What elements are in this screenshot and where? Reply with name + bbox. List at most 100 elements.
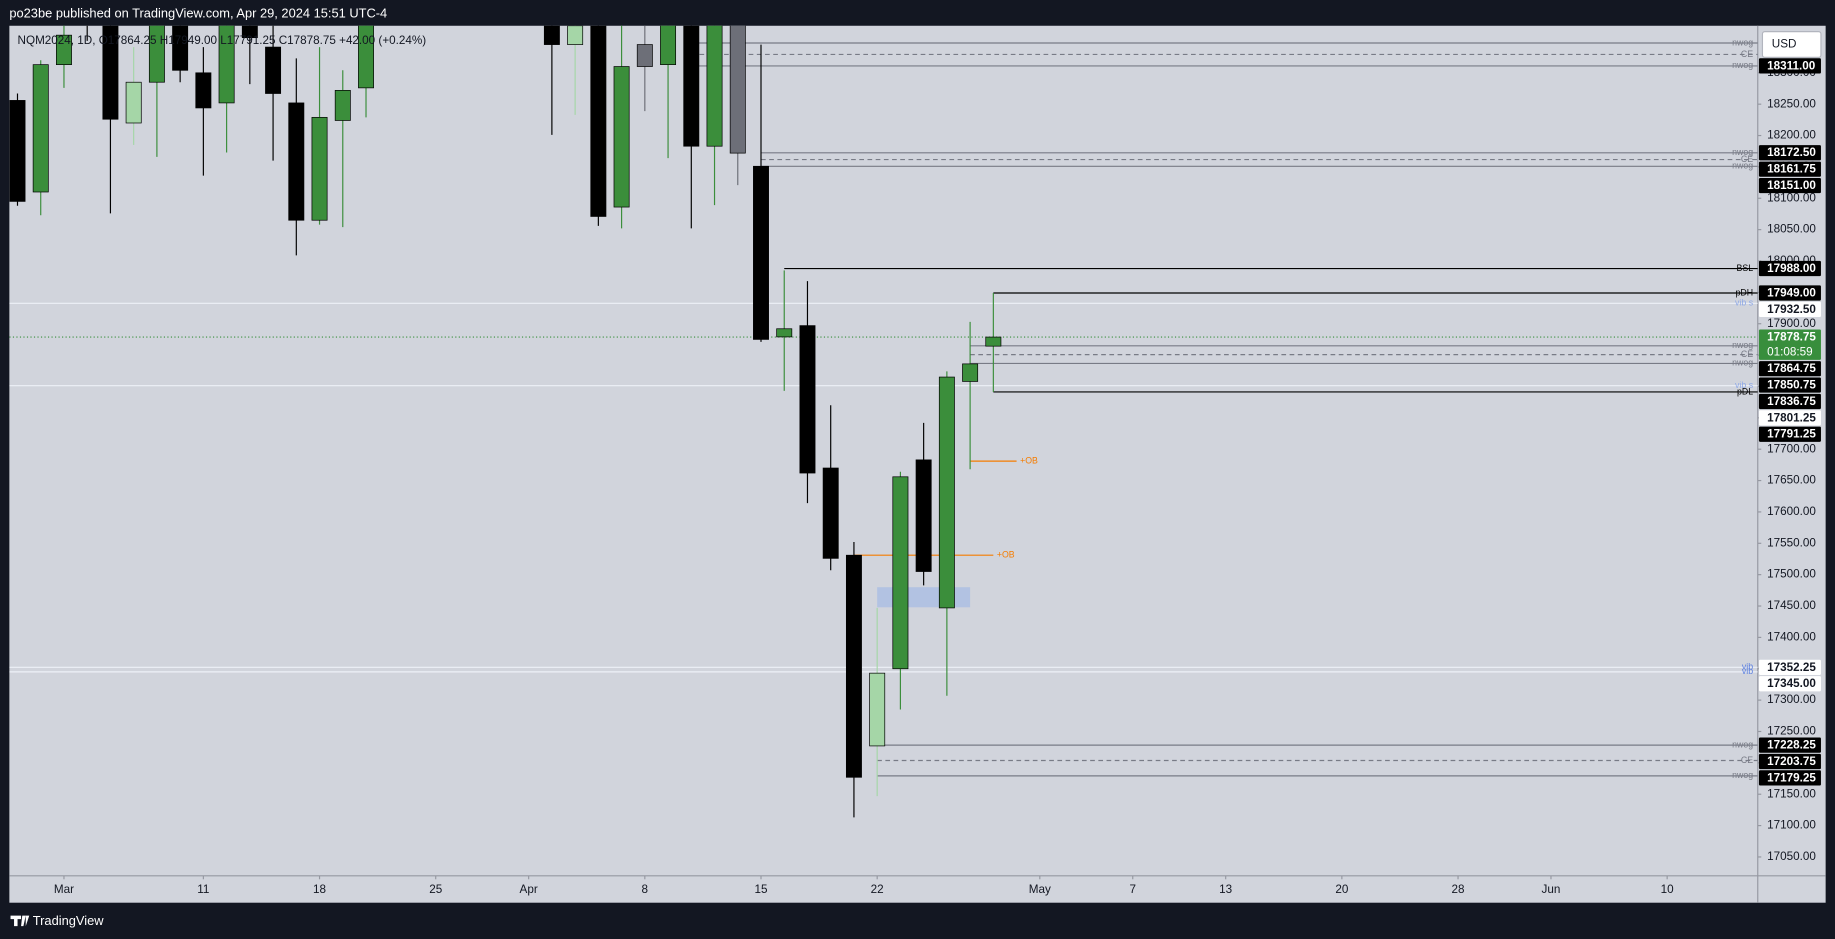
candle-body xyxy=(660,25,677,66)
candle-body xyxy=(195,72,212,109)
level-label: CE xyxy=(1741,755,1753,765)
level-label: vib s xyxy=(1735,298,1754,308)
level-label: nwog xyxy=(1732,770,1753,780)
candle-body xyxy=(56,34,72,66)
level-label: nwog xyxy=(1732,739,1753,749)
level-label: vib xyxy=(1742,662,1753,672)
y-tick-label: 17700.00 xyxy=(1767,442,1816,455)
x-tick-label: Mar xyxy=(54,883,74,896)
x-tick-label: Jun xyxy=(1542,883,1561,896)
price-tag xyxy=(1758,770,1821,786)
level-label: nwog xyxy=(1732,358,1753,368)
candle-body xyxy=(915,459,932,572)
publisher: po23be published on TradingView.com, Apr… xyxy=(9,5,387,20)
candle-body xyxy=(845,554,862,778)
x-tick-label: 18 xyxy=(313,883,326,896)
level-label: +OB xyxy=(1020,455,1038,465)
price-tag xyxy=(1758,145,1821,161)
y-tick-label: 17150.00 xyxy=(1767,787,1816,800)
price-tag-label: 17988.00 xyxy=(1767,262,1816,275)
price-tag-label: 17878.75 xyxy=(1767,331,1816,344)
candle-body xyxy=(776,328,793,338)
x-tick-label: 25 xyxy=(429,883,442,896)
candle-body xyxy=(102,25,119,120)
level-label: pDL xyxy=(1737,386,1753,396)
price-axis: 17050.0017100.0017150.0017200.0017250.00… xyxy=(1757,58,1821,863)
price-tag xyxy=(1758,285,1821,301)
candle-body xyxy=(148,25,165,83)
candle-body xyxy=(869,672,886,747)
price-tag-label: 17228.25 xyxy=(1767,739,1816,752)
price-tag-label: 17801.25 xyxy=(1767,411,1816,424)
price-tag xyxy=(1758,377,1821,393)
candle-body xyxy=(358,25,374,89)
candle-body xyxy=(241,25,258,39)
candle-body xyxy=(822,467,839,559)
price-tag-label: 17791.25 xyxy=(1767,428,1816,441)
candle-body xyxy=(334,90,351,121)
price-tag xyxy=(1758,426,1821,442)
price-tag xyxy=(1758,410,1821,426)
y-tick-label: 18100.00 xyxy=(1767,191,1816,204)
level-label: CE xyxy=(1741,49,1753,59)
candle-body xyxy=(985,336,1002,347)
level-label: vib s xyxy=(1735,380,1754,390)
candle-body xyxy=(172,25,189,71)
level-label: CE xyxy=(1741,154,1753,164)
y-tick-label: 17500.00 xyxy=(1767,568,1816,581)
level-label: vib xyxy=(1742,666,1753,676)
price-tag-label: 17836.75 xyxy=(1767,395,1816,408)
price-tag xyxy=(1758,393,1821,410)
level-label: nwog xyxy=(1732,340,1753,350)
candle-body xyxy=(311,116,328,221)
candle-body xyxy=(938,376,955,609)
y-tick-label: 17100.00 xyxy=(1767,819,1816,832)
x-tick-label: 22 xyxy=(871,883,884,896)
level-label: nwog xyxy=(1732,147,1753,157)
candle-body xyxy=(543,25,560,45)
currency-button[interactable] xyxy=(1761,31,1822,58)
price-tag-label: 17949.00 xyxy=(1767,286,1816,299)
y-tick-label: 17300.00 xyxy=(1767,693,1816,706)
x-tick-label: May xyxy=(1029,883,1051,896)
price-tag xyxy=(1758,260,1821,277)
level-label: pDH xyxy=(1736,287,1754,297)
price-tag xyxy=(1758,161,1821,177)
countdown: 01:08:59 xyxy=(1767,345,1812,358)
price-tag xyxy=(1758,659,1821,675)
price-tag-label: 17203.75 xyxy=(1767,755,1816,768)
candle-body xyxy=(265,46,282,94)
currency-label: USD xyxy=(1772,38,1797,51)
x-tick-label: 20 xyxy=(1335,883,1348,896)
x-tick-label: 13 xyxy=(1219,883,1232,896)
x-tick-label: Apr xyxy=(520,883,538,896)
candle-body xyxy=(799,325,816,474)
y-tick-label: 17250.00 xyxy=(1767,725,1816,738)
level-label: +OB xyxy=(997,550,1015,560)
candle-body xyxy=(706,25,723,147)
price-tag-label: 17345.00 xyxy=(1767,677,1816,690)
y-tick-label: 18050.00 xyxy=(1767,223,1816,236)
brand-name: TradingView xyxy=(33,913,104,928)
candle-body xyxy=(567,25,584,45)
price-tag-label: 18151.00 xyxy=(1767,179,1816,192)
level-label: nwog xyxy=(1732,37,1753,47)
price-tag-label: 17932.50 xyxy=(1767,303,1816,316)
price-tag xyxy=(1758,58,1821,74)
candle-body xyxy=(753,165,769,340)
x-tick-label: 15 xyxy=(754,883,767,896)
price-tag-label: 17850.75 xyxy=(1767,379,1816,392)
y-tick-label: 18200.00 xyxy=(1767,129,1816,142)
y-tick-label: 17050.00 xyxy=(1767,850,1816,863)
price-tag-label: 18311.00 xyxy=(1767,59,1816,72)
price-tag xyxy=(1758,737,1821,753)
price-tag-label: 17179.25 xyxy=(1767,771,1816,784)
y-tick-label: 17650.00 xyxy=(1767,474,1816,487)
x-tick-label: 28 xyxy=(1452,883,1465,896)
candle-body xyxy=(9,100,26,202)
candle-body xyxy=(125,81,142,124)
candle-body xyxy=(218,25,235,104)
